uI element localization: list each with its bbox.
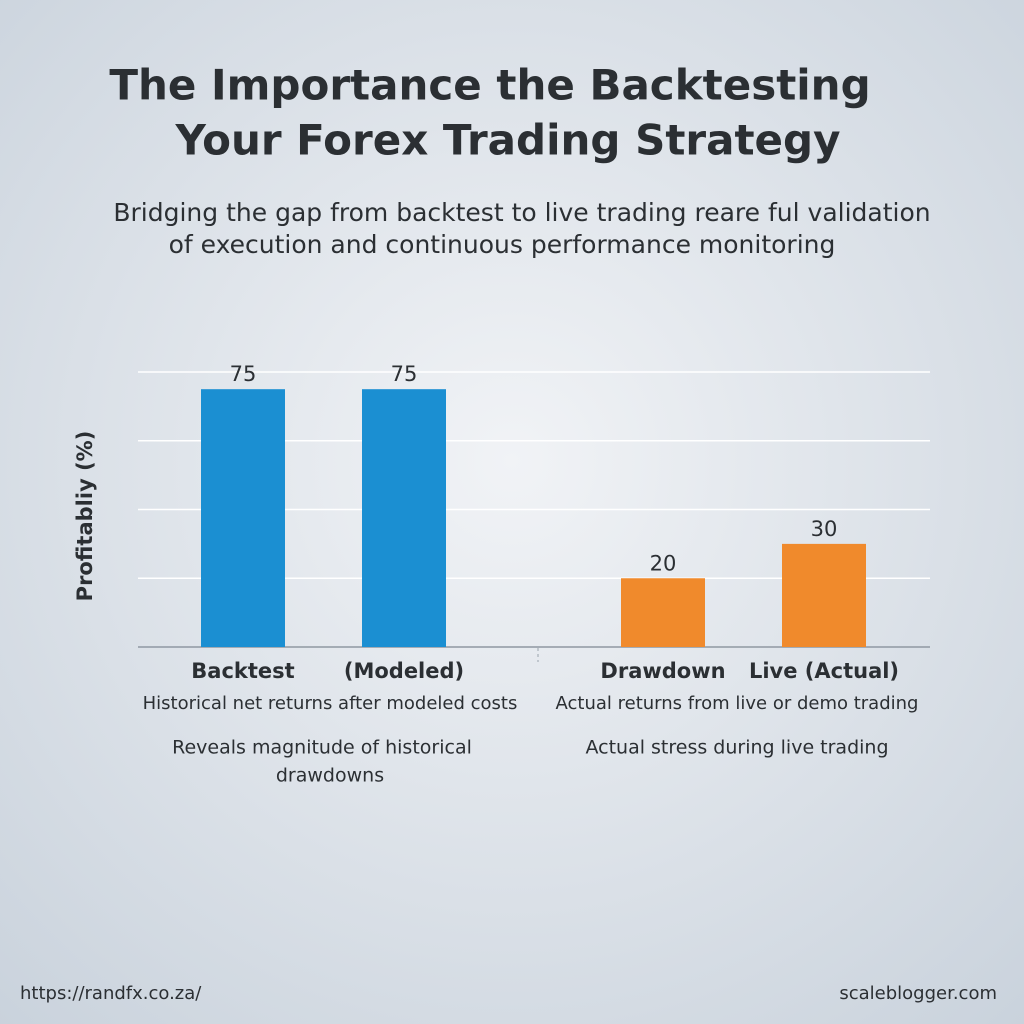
x-tick-label: Backtest xyxy=(191,659,294,683)
annotation: drawdowns xyxy=(276,765,384,787)
data-label: 30 xyxy=(811,517,838,541)
x-tick-label: (Modeled) xyxy=(344,659,464,683)
chart-title: Your Forex Trading Strategy xyxy=(175,116,841,165)
bar xyxy=(362,389,446,647)
y-axis-label: Profitabliy (%) xyxy=(73,431,97,602)
data-label: 75 xyxy=(230,362,257,386)
data-label: 20 xyxy=(650,551,677,575)
data-label: 75 xyxy=(391,362,418,386)
bar xyxy=(782,543,866,647)
annotation: Actual returns from live or demo trading xyxy=(556,693,919,714)
annotation: Historical net returns after modeled cos… xyxy=(143,693,518,714)
chart-title: The Importance the Backtesting xyxy=(109,61,870,110)
footer-link[interactable]: https://randfx.co.za/ xyxy=(20,983,202,1004)
footer-brand: scaleblogger.com xyxy=(839,983,997,1004)
annotation: Actual stress during live trading xyxy=(585,737,888,759)
bar xyxy=(201,389,285,647)
chart-subtitle: Bridging the gap from backtest to live t… xyxy=(113,198,930,227)
x-tick-label: Drawdown xyxy=(600,659,725,683)
chart-subtitle: of execution and continuous performance … xyxy=(169,230,836,259)
annotation: Reveals magnitude of historical xyxy=(172,737,472,759)
bar xyxy=(621,578,705,647)
x-tick-label: Live (Actual) xyxy=(749,659,899,683)
